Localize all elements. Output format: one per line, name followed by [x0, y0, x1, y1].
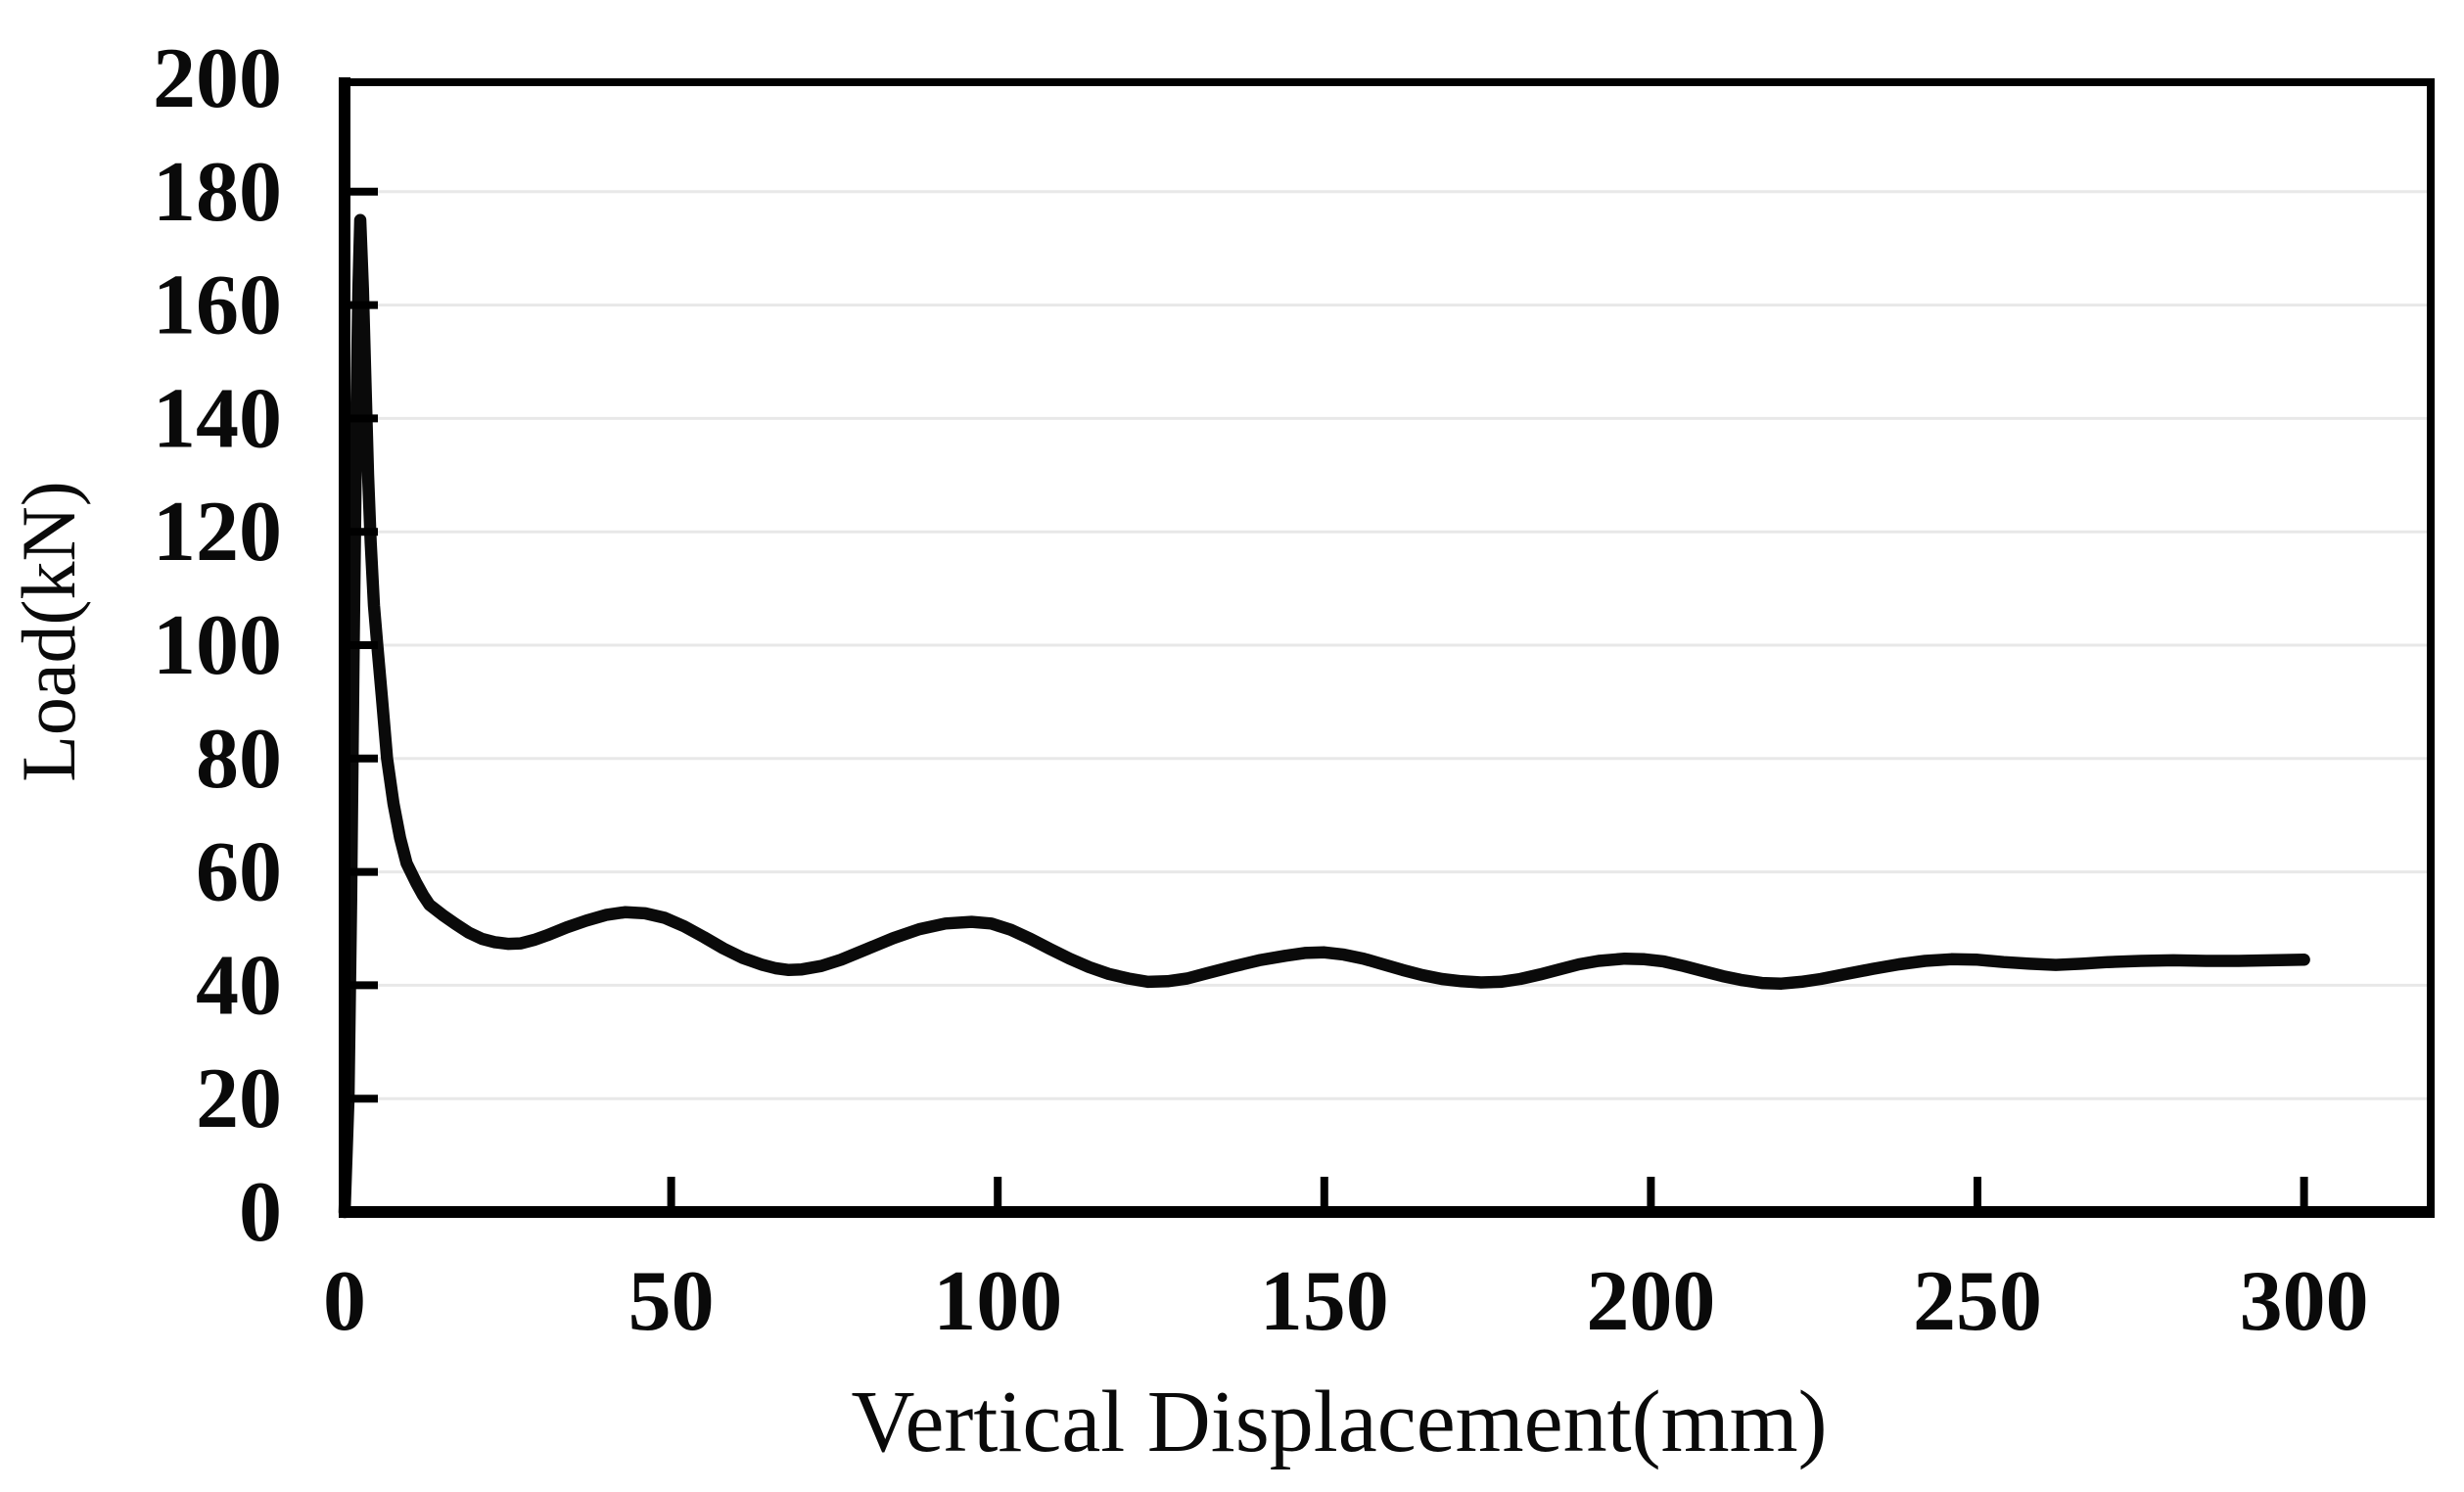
x-tick-label-100: 100 — [933, 1254, 1062, 1349]
y-tick-label-120: 120 — [153, 485, 282, 580]
curve-load-vs-vertical-displacement — [338, 213, 2310, 1219]
y-tick-label-140: 140 — [153, 371, 282, 466]
y-tick-label-40: 40 — [196, 938, 282, 1033]
load-displacement-curve — [338, 213, 2310, 1219]
axis-ticks — [349, 187, 2308, 1207]
x-tick-label-250: 250 — [1913, 1254, 2042, 1349]
x-tick-label-0: 0 — [323, 1254, 366, 1349]
x-axis-title: Vertical Displacement(mm) — [851, 1374, 1827, 1470]
x-tick-label-150: 150 — [1260, 1254, 1389, 1349]
x-tick-label-200: 200 — [1586, 1254, 1715, 1349]
axes — [339, 77, 2435, 1218]
y-tick-label-180: 180 — [153, 145, 282, 240]
y-axis-title: Load(kN) — [6, 481, 91, 782]
y-tick-label-100: 100 — [153, 598, 282, 693]
y-tick-label-20: 20 — [196, 1051, 282, 1146]
y-tick-label-60: 60 — [196, 825, 282, 920]
x-tick-label-300: 300 — [2240, 1254, 2369, 1349]
y-tick-label-200: 200 — [153, 31, 282, 126]
y-tick-labels: 0 20 40 60 80 100 120 140 160 180 200 — [153, 31, 282, 1260]
y-tick-label-0: 0 — [239, 1165, 282, 1260]
y-tick-label-160: 160 — [153, 258, 282, 353]
axis-left-bottom — [339, 77, 2435, 1218]
y-tick-label-80: 80 — [196, 712, 282, 807]
plot-border-top-right — [345, 78, 2435, 1212]
x-tick-label-50: 50 — [628, 1254, 715, 1349]
gridlines — [345, 190, 2435, 1100]
x-tick-labels: 0 50 100 150 200 250 300 — [323, 1254, 2369, 1349]
